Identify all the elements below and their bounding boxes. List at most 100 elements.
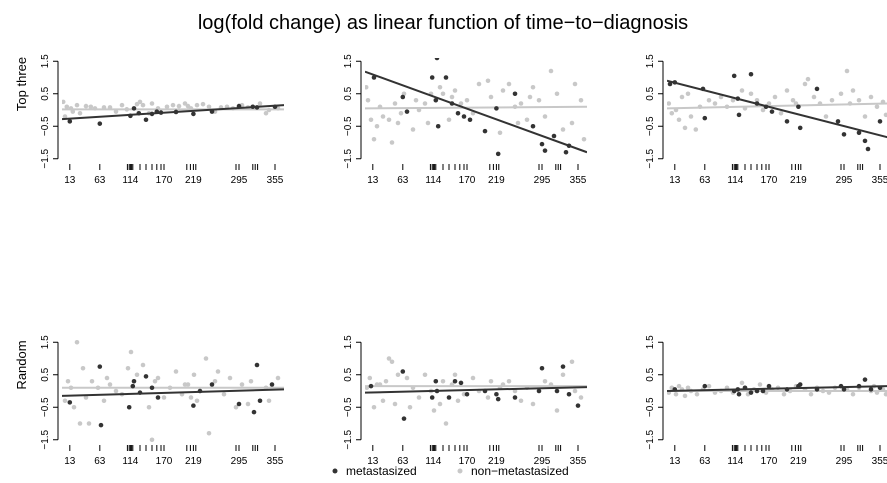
panel-6: −1.5 −0.5 0.5 1.5 13 63 114 170 219 295 355 (645, 335, 887, 467)
x-tick-label: 13 (64, 175, 76, 186)
x-tick-label: 295 (231, 175, 248, 186)
point-non-metastasized (883, 112, 887, 118)
point-non-metastasized (119, 102, 125, 108)
x-tick-label: 219 (488, 456, 505, 467)
point-non-metastasized (446, 117, 452, 123)
point-non-metastasized (739, 380, 745, 386)
x-tick-label: 114 (425, 456, 441, 467)
point-non-metastasized (263, 110, 269, 116)
point-metastasized (736, 112, 742, 118)
x-tick-label: 114 (425, 175, 441, 186)
fit-line-metastasized (365, 70, 587, 154)
point-metastasized (494, 106, 499, 111)
point-non-metastasized (572, 81, 578, 87)
point-non-metastasized (416, 395, 422, 400)
point-non-metastasized (410, 127, 416, 132)
point-non-metastasized (760, 107, 766, 113)
point-non-metastasized (257, 101, 263, 106)
point-non-metastasized (368, 117, 374, 123)
x-tick-label: 170 (156, 175, 173, 186)
point-non-metastasized (470, 375, 476, 381)
point-non-metastasized (206, 104, 212, 110)
point-metastasized (269, 382, 275, 387)
point-metastasized (455, 110, 461, 116)
point-non-metastasized (395, 120, 401, 126)
y-tick-label: −1.5 (645, 429, 656, 449)
point-non-metastasized (113, 109, 119, 114)
point-non-metastasized (518, 398, 524, 404)
y-tick-label: −1.5 (343, 429, 354, 449)
point-non-metastasized (80, 365, 86, 371)
legend-label-metastasized: metastasized (346, 464, 417, 478)
point-non-metastasized (389, 140, 395, 145)
point-non-metastasized (113, 388, 119, 394)
x-axis: 13 63 114 170 219 295 355 (367, 164, 587, 186)
point-metastasized (877, 119, 883, 124)
point-non-metastasized (455, 398, 461, 404)
point-non-metastasized (233, 404, 239, 410)
point-non-metastasized (542, 114, 548, 119)
y-tick-label: −1.5 (40, 148, 51, 168)
point-non-metastasized (578, 97, 584, 103)
point-non-metastasized (688, 114, 694, 119)
point-non-metastasized (275, 375, 281, 381)
panel-plot-area (365, 356, 587, 426)
x-tick-label: 295 (836, 456, 853, 467)
point-non-metastasized (554, 408, 560, 413)
x-tick-label: 219 (185, 456, 202, 467)
point-non-metastasized (62, 398, 68, 404)
x-tick-label: 295 (534, 456, 551, 467)
point-non-metastasized (811, 94, 817, 100)
point-metastasized (856, 130, 862, 136)
point-metastasized (67, 119, 73, 124)
point-non-metastasized (404, 375, 410, 381)
point-non-metastasized (413, 97, 419, 103)
point-non-metastasized (452, 88, 458, 93)
x-tick-label: 295 (534, 175, 551, 186)
point-non-metastasized (83, 395, 89, 400)
point-non-metastasized (371, 404, 377, 410)
point-metastasized (236, 401, 242, 407)
point-non-metastasized (572, 388, 578, 394)
point-metastasized (542, 148, 548, 153)
x-tick-label: 170 (761, 175, 778, 186)
x-tick-label: 114 (727, 456, 743, 467)
x-axis: 13 63 114 170 219 295 355 (669, 164, 887, 186)
point-non-metastasized (515, 120, 521, 126)
x-tick-label: 355 (267, 456, 284, 467)
point-metastasized (429, 75, 435, 80)
point-metastasized (731, 73, 737, 79)
point-non-metastasized (107, 382, 113, 387)
point-metastasized (702, 115, 708, 121)
point-metastasized (512, 91, 518, 97)
y-tick-label: 1.5 (40, 335, 51, 349)
panel-5: −1.5 −0.5 0.5 1.5 13 63 114 170 219 295 355 (343, 335, 587, 467)
point-non-metastasized (206, 430, 212, 436)
point-metastasized (67, 400, 73, 405)
y-tick-label: 0.5 (343, 86, 354, 100)
point-non-metastasized (425, 120, 431, 126)
point-metastasized (748, 71, 754, 77)
point-non-metastasized (395, 372, 401, 378)
point-non-metastasized (868, 94, 874, 100)
panel-plot-area (667, 377, 887, 399)
point-non-metastasized (70, 109, 76, 114)
point-metastasized (433, 378, 439, 384)
point-non-metastasized (374, 123, 380, 129)
x-tick-label: 170 (156, 456, 173, 467)
point-non-metastasized (422, 372, 428, 378)
y-tick-label: 1.5 (645, 335, 656, 349)
point-non-metastasized (497, 130, 503, 136)
point-metastasized (796, 104, 801, 110)
point-non-metastasized (682, 125, 688, 131)
point-non-metastasized (790, 97, 796, 103)
point-metastasized (458, 380, 464, 386)
point-metastasized (143, 117, 149, 123)
point-metastasized (536, 388, 542, 394)
point-non-metastasized (530, 84, 536, 90)
point-non-metastasized (152, 378, 158, 384)
point-metastasized (841, 387, 847, 392)
point-metastasized (434, 58, 440, 61)
point-non-metastasized (500, 88, 506, 93)
